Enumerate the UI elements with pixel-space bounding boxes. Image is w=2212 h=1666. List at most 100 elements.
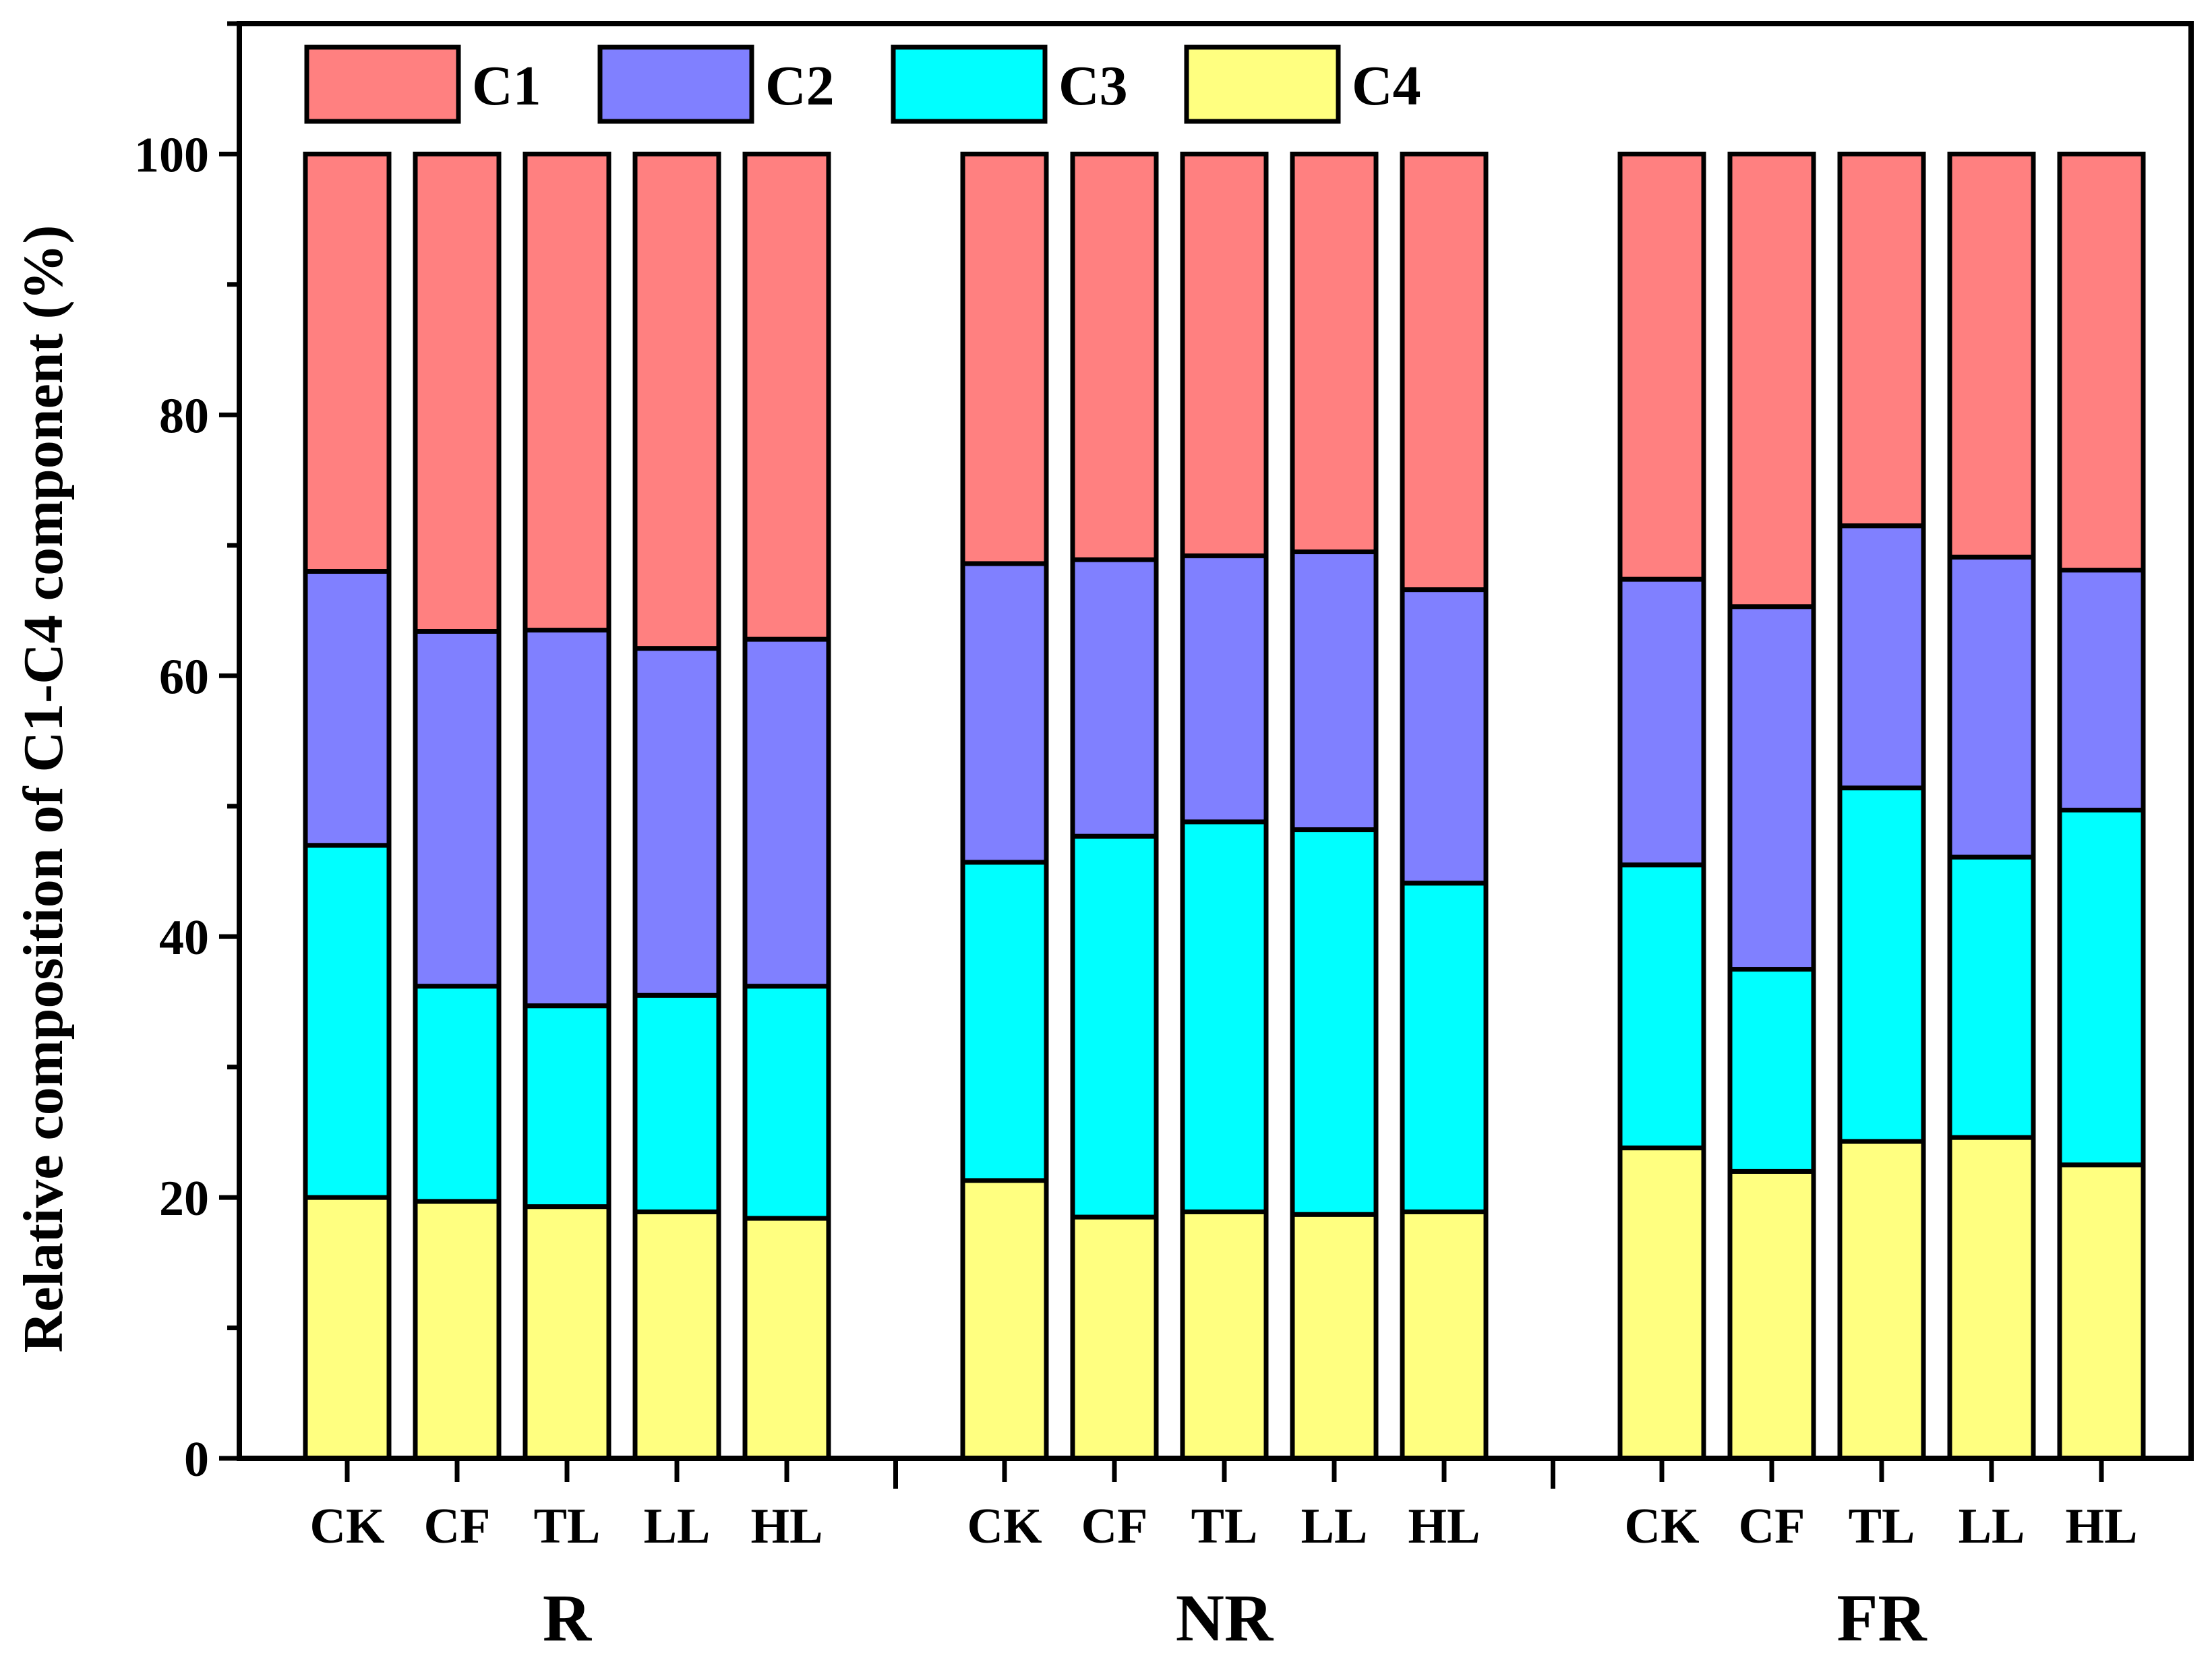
y-tick-label-80: 80	[159, 388, 209, 444]
x-tick-label-nr-hl: HL	[1408, 1499, 1481, 1554]
legend: C1 C2 C3 C4	[304, 44, 1421, 124]
x-tick-label-nr-ck: CK	[967, 1499, 1042, 1554]
legend-swatch-c1	[304, 44, 461, 124]
x-tick-label-nr-ll: LL	[1301, 1499, 1368, 1554]
bar-r-ll-c3	[632, 992, 721, 1214]
y-axis-label: Relative composition of C1-C4 component …	[12, 225, 75, 1353]
axes-layer: CK CF TL LL HL R CK CF TL LL HL NR CK CF TL LL HL FR 0 20 40…	[134, 21, 2194, 1655]
x-tick-label-nr-cf: CF	[1081, 1499, 1148, 1554]
bar-r-tl-c2	[522, 628, 611, 1009]
plot-frame	[237, 21, 2194, 1461]
legend-swatch-c4	[1184, 44, 1341, 124]
bar-r-cf-c2	[413, 628, 502, 989]
bar-fr-ck-c4	[1617, 1146, 1706, 1461]
bar-nr-ll-c2	[1290, 549, 1379, 833]
bar-r-ck-c3	[303, 843, 392, 1200]
bar-fr-cf-c3	[1727, 967, 1816, 1174]
bar-nr-tl-c1	[1180, 151, 1269, 558]
bar-nr-tl-c2	[1180, 553, 1269, 825]
x-tick-label-fr-ll: LL	[1959, 1499, 2025, 1554]
bar-fr-ck-c2	[1617, 576, 1706, 868]
bar-nr-ck-c2	[960, 561, 1049, 865]
bar-r-cf-c4	[413, 1199, 502, 1461]
bar-nr-tl-c4	[1180, 1209, 1269, 1461]
bar-fr-ll-c1	[1947, 151, 2036, 560]
bar-nr-cf-c3	[1070, 833, 1159, 1220]
bar-nr-tl-c3	[1180, 819, 1269, 1214]
bar-nr-hl-c3	[1400, 881, 1489, 1214]
bars-layer	[303, 151, 2146, 1461]
y-tick-label-20: 20	[159, 1171, 209, 1226]
bar-fr-ll-c4	[1947, 1135, 2036, 1461]
legend-label-c1: C1	[472, 55, 541, 117]
bar-r-tl-c3	[522, 1003, 611, 1210]
labels-layer: Relative composition of C1-C4 component …	[12, 225, 75, 1353]
x-tick-label-fr-cf: CF	[1739, 1499, 1805, 1554]
y-tick-label-60: 60	[159, 649, 209, 705]
bar-r-ck-c1	[303, 151, 392, 574]
bar-nr-hl-c4	[1400, 1209, 1489, 1461]
x-tick-label-fr-hl: HL	[2066, 1499, 2138, 1554]
bar-fr-hl-c1	[2057, 151, 2146, 573]
bar-nr-cf-c1	[1070, 151, 1159, 562]
bar-r-hl-c2	[742, 636, 831, 989]
bar-nr-ck-c1	[960, 151, 1049, 566]
bar-fr-hl-c3	[2057, 808, 2146, 1168]
bar-nr-ck-c4	[960, 1178, 1049, 1461]
bar-nr-hl-c1	[1400, 151, 1489, 593]
bar-fr-tl-c2	[1837, 523, 1926, 791]
bar-fr-ck-c3	[1617, 862, 1706, 1151]
bar-r-ck-c4	[303, 1195, 392, 1461]
bar-fr-hl-c4	[2057, 1162, 2146, 1461]
bar-fr-ll-c3	[1947, 854, 2036, 1140]
legend-label-c4: C4	[1352, 55, 1421, 117]
x-tick-label-r-tl: TL	[534, 1499, 601, 1554]
x-tick-label-fr-ck: CK	[1625, 1499, 1700, 1554]
bar-r-cf-c3	[413, 984, 502, 1204]
bar-r-hl-c4	[742, 1216, 831, 1461]
bar-r-tl-c1	[522, 151, 611, 633]
bar-nr-ll-c1	[1290, 151, 1379, 554]
bar-fr-ck-c1	[1617, 151, 1706, 582]
bar-nr-ll-c4	[1290, 1212, 1379, 1461]
x-tick-label-r-cf: CF	[424, 1499, 491, 1554]
bar-r-hl-c1	[742, 151, 831, 642]
bar-fr-cf-c2	[1727, 604, 1816, 972]
x-tick-label-fr-tl: TL	[1849, 1499, 1915, 1554]
legend-label-c2: C2	[765, 55, 835, 117]
bar-fr-ll-c2	[1947, 554, 2036, 860]
x-tick-label-r-ck: CK	[310, 1499, 385, 1554]
x-tick-label-r-hl: HL	[751, 1499, 823, 1554]
bar-nr-cf-c2	[1070, 557, 1159, 839]
bar-fr-tl-c1	[1837, 151, 1926, 529]
x-tick-label-nr-tl: TL	[1191, 1499, 1258, 1554]
bar-r-ll-c4	[632, 1209, 721, 1461]
legend-swatch-c3	[891, 44, 1048, 124]
bar-nr-ll-c3	[1290, 827, 1379, 1217]
y-tick-label-0: 0	[184, 1432, 209, 1487]
bar-nr-hl-c2	[1400, 587, 1489, 886]
bar-r-ck-c2	[303, 569, 392, 848]
bar-nr-ck-c3	[960, 860, 1049, 1183]
bar-fr-hl-c2	[2057, 568, 2146, 813]
bar-fr-tl-c4	[1837, 1139, 1926, 1461]
bar-nr-cf-c4	[1070, 1214, 1159, 1461]
bar-r-cf-c1	[413, 151, 502, 634]
bar-fr-cf-c4	[1727, 1168, 1816, 1461]
bar-r-ll-c2	[632, 646, 721, 998]
bar-fr-tl-c3	[1837, 785, 1926, 1144]
legend-swatch-c2	[597, 44, 754, 124]
x-tick-label-r-ll: LL	[644, 1499, 711, 1554]
bar-fr-cf-c1	[1727, 151, 1816, 609]
group-label-fr: FR	[1836, 1580, 1927, 1655]
group-label-nr: NR	[1176, 1580, 1274, 1655]
bar-r-ll-c1	[632, 151, 721, 651]
bar-r-hl-c3	[742, 984, 831, 1221]
legend-label-c3: C3	[1058, 55, 1128, 117]
group-label-r: R	[543, 1580, 593, 1655]
bar-r-tl-c4	[522, 1204, 611, 1461]
y-tick-label-100: 100	[134, 127, 209, 183]
y-tick-label-40: 40	[159, 910, 209, 965]
